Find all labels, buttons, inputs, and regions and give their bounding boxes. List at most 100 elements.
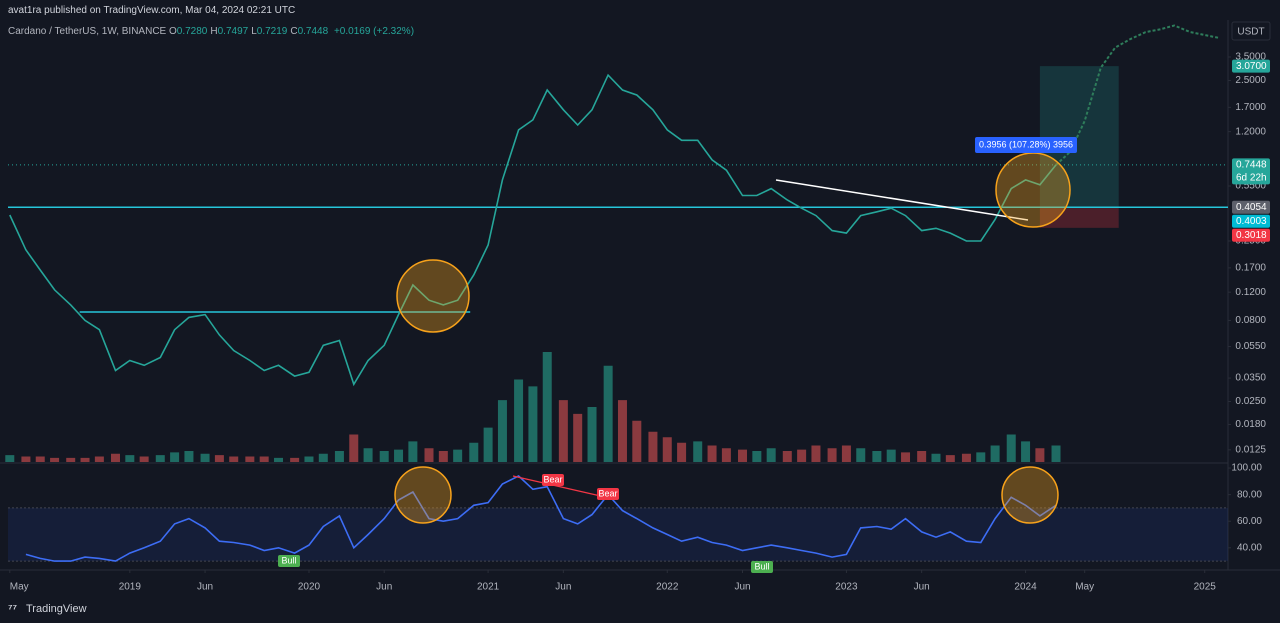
volume-bar bbox=[766, 448, 776, 462]
x-tick-label: Jun bbox=[555, 582, 571, 593]
volume-bar bbox=[738, 449, 748, 462]
volume-bar bbox=[811, 445, 821, 462]
volume-bar bbox=[961, 453, 971, 462]
volume-bar bbox=[94, 456, 104, 462]
volume-bar bbox=[424, 448, 434, 462]
volume-bar bbox=[886, 449, 896, 462]
x-tick-label: 2023 bbox=[835, 582, 858, 593]
price-label-box bbox=[1232, 59, 1270, 73]
volume-bar bbox=[245, 456, 255, 462]
volume-bar bbox=[841, 445, 851, 462]
price-label: 0.3018 bbox=[1236, 230, 1267, 241]
currency-box bbox=[1231, 21, 1271, 41]
volume-bar bbox=[200, 453, 210, 462]
price-label-box bbox=[1232, 228, 1270, 242]
volume-bar bbox=[184, 451, 194, 462]
volume-bar bbox=[229, 456, 239, 462]
volume-bar bbox=[50, 457, 60, 462]
logo: ⁷⁷ bbox=[8, 603, 18, 615]
volume-bar bbox=[917, 451, 927, 462]
volume-bar bbox=[976, 452, 986, 462]
volume-bar bbox=[290, 457, 300, 462]
stop-zone bbox=[1039, 208, 1119, 228]
signal-box bbox=[278, 555, 300, 567]
volume-bar bbox=[677, 442, 687, 462]
ohlc: O0.7280 H0.7497 L0.7219 C0.7448 bbox=[169, 26, 331, 37]
price-label: 0.7448 bbox=[1236, 160, 1267, 171]
volume-bar bbox=[21, 456, 31, 462]
x-tick-label: 2025 bbox=[1194, 582, 1217, 593]
volume-bar bbox=[752, 451, 762, 462]
y-tick-label: 0.0180 bbox=[1235, 419, 1266, 430]
volume-bar bbox=[379, 451, 389, 462]
price-label-box bbox=[1232, 200, 1270, 214]
ohlc-value: 0.7497 bbox=[217, 26, 249, 37]
volume-bar bbox=[453, 449, 463, 462]
x-tick-label: 2020 bbox=[298, 582, 321, 593]
ohlc-value: 0.7280 bbox=[176, 26, 208, 37]
volume-bar bbox=[587, 407, 597, 462]
y-tick-label: 0.5500 bbox=[1235, 181, 1266, 192]
countdown: 6d 22h bbox=[1236, 173, 1267, 184]
legend-line: Cardano / TetherUS, 1W, BINANCE O0.7280 H… bbox=[8, 26, 417, 37]
x-tick-label: Jun bbox=[914, 582, 930, 593]
y-tick-label: 0.0350 bbox=[1235, 373, 1266, 384]
price-label: 3.0700 bbox=[1236, 61, 1267, 72]
price-label-box bbox=[1232, 214, 1270, 228]
volume-bar bbox=[35, 456, 45, 462]
volume-bar bbox=[945, 455, 955, 462]
y-tick-label: 60.00 bbox=[1237, 516, 1262, 527]
rsi-line bbox=[25, 475, 1057, 562]
highlight-circle bbox=[394, 466, 452, 524]
volume-bar bbox=[856, 448, 866, 462]
volume-bar bbox=[1051, 445, 1061, 462]
ohlc-key: C bbox=[290, 26, 298, 37]
volume-bar bbox=[363, 448, 373, 462]
published: avat1ra published on TradingView.com, Ma… bbox=[8, 5, 296, 16]
signal-box bbox=[597, 488, 619, 500]
volume-bar bbox=[110, 453, 120, 462]
volume-bar bbox=[617, 400, 627, 462]
footer: TradingView bbox=[26, 603, 87, 615]
volume-bar bbox=[990, 445, 1000, 462]
volume-bar bbox=[125, 455, 135, 462]
y-tick-label: 2.5000 bbox=[1235, 75, 1266, 86]
volume-bar bbox=[721, 448, 731, 462]
volume-bar bbox=[139, 456, 149, 462]
volume-bar bbox=[693, 441, 703, 462]
y-tick-label: 80.00 bbox=[1237, 489, 1262, 500]
volume-bar bbox=[5, 455, 15, 462]
y-tick-label: 100.00 bbox=[1231, 463, 1262, 474]
x-tick-label: Jun bbox=[376, 582, 392, 593]
currency: USDT bbox=[1237, 27, 1264, 38]
ohlc-key: H bbox=[210, 26, 218, 37]
signal-label: Bear bbox=[543, 474, 562, 484]
volume-bar bbox=[214, 455, 224, 462]
y-tick-label: 1.7000 bbox=[1235, 102, 1266, 113]
ohlc-value: 0.7219 bbox=[256, 26, 288, 37]
y-tick-label: 0.0800 bbox=[1235, 315, 1266, 326]
volume-bar bbox=[901, 452, 911, 462]
signal-label: Bull bbox=[281, 555, 296, 565]
volume-bar bbox=[573, 413, 583, 462]
volume-bar bbox=[334, 451, 344, 462]
volume-bar bbox=[514, 379, 524, 462]
volume-bar bbox=[170, 452, 180, 462]
x-tick-label: Jun bbox=[197, 582, 213, 593]
symbol: Cardano / TetherUS, 1W, BINANCE bbox=[8, 26, 167, 37]
price-label-box bbox=[1232, 158, 1270, 185]
price-label: 0.4003 bbox=[1236, 216, 1267, 227]
highlight-circle bbox=[1001, 466, 1059, 524]
x-tick-label: 2022 bbox=[656, 582, 679, 593]
volume-bar bbox=[408, 441, 418, 462]
volume-bar bbox=[274, 457, 284, 462]
volume-bar bbox=[1035, 448, 1045, 462]
volume-bar bbox=[782, 451, 792, 462]
y-tick-label: 0.1200 bbox=[1235, 287, 1266, 298]
x-tick-label: May bbox=[1075, 582, 1094, 593]
volume-bar bbox=[931, 453, 941, 462]
volume-bar bbox=[349, 434, 359, 462]
volume-bar bbox=[558, 400, 568, 462]
volume-bar bbox=[304, 456, 314, 462]
measure-label: 0.3956 (107.28%) 3956 bbox=[979, 139, 1073, 149]
